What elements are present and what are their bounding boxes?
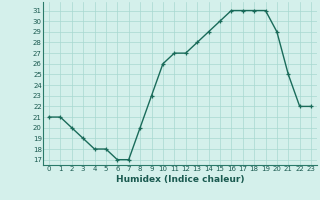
X-axis label: Humidex (Indice chaleur): Humidex (Indice chaleur) <box>116 175 244 184</box>
